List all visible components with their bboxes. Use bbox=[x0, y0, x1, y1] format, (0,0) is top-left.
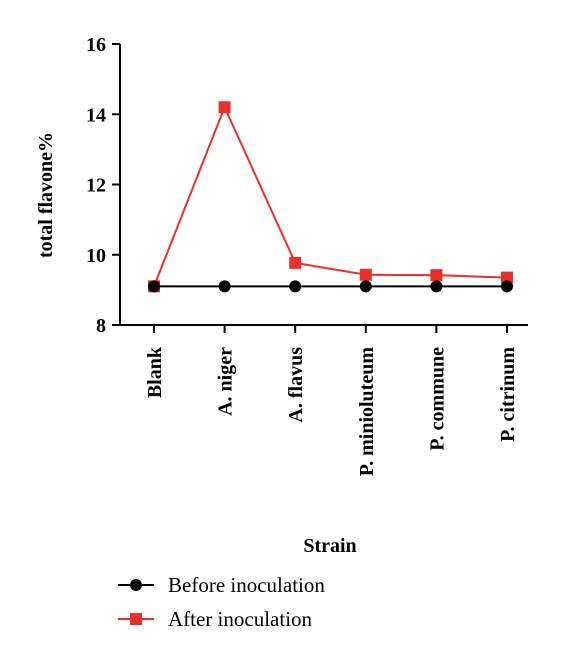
data-point-circle bbox=[501, 280, 513, 293]
data-point-circle bbox=[218, 280, 231, 293]
x-tick-label: P. citrinum bbox=[497, 347, 519, 442]
series-line bbox=[153, 104, 508, 287]
x-axis-title: Strain bbox=[303, 535, 356, 557]
data-point-circle bbox=[359, 280, 372, 293]
x-tick-label: Blank bbox=[144, 346, 166, 398]
x-tick-label: P. commune bbox=[426, 347, 448, 451]
y-tick-label: 8 bbox=[96, 315, 106, 337]
series-layer bbox=[148, 101, 513, 293]
x-tick-label: P. minioluteum bbox=[356, 347, 378, 477]
data-point-circle bbox=[148, 280, 160, 293]
legend-label: After inoculation bbox=[168, 607, 313, 631]
legend: Before inoculation After inoculation bbox=[118, 573, 325, 631]
data-point-circle bbox=[289, 280, 302, 293]
y-tick-label: 14 bbox=[86, 104, 106, 126]
data-point-square bbox=[218, 101, 231, 114]
x-axis-ticks: Blank A. niger A. flavus P. minioluteum P. c… bbox=[144, 325, 519, 476]
legend-marker-square bbox=[130, 613, 142, 625]
y-tick-label: 12 bbox=[86, 175, 106, 197]
data-point-circle bbox=[430, 280, 443, 293]
y-axis-ticks: 8 10 12 14 16 bbox=[86, 34, 120, 337]
data-point-square bbox=[430, 269, 443, 282]
legend-marker-circle bbox=[130, 579, 142, 591]
data-point-square bbox=[359, 268, 372, 281]
y-tick-label: 16 bbox=[86, 34, 106, 56]
x-tick-label: A. niger bbox=[215, 347, 237, 416]
y-tick-label: 10 bbox=[86, 245, 106, 267]
data-point-square bbox=[289, 256, 302, 269]
data-point-square bbox=[501, 271, 513, 284]
y-axis-title: total flavone% bbox=[35, 132, 57, 258]
x-tick-label: A. flavus bbox=[285, 347, 307, 423]
legend-label: Before inoculation bbox=[168, 573, 325, 597]
